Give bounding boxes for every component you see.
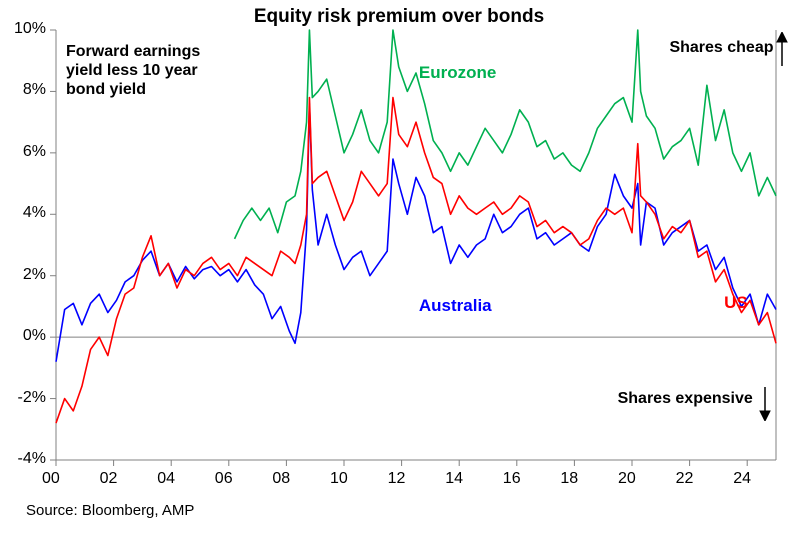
xtick-label: 02 [100, 470, 118, 488]
xtick-label: 12 [388, 470, 406, 488]
ytick-label: -4% [0, 450, 46, 468]
series-us-line [56, 98, 776, 424]
series-label-australia: Australia [419, 296, 492, 316]
xtick-label: 08 [272, 470, 290, 488]
ytick-label: -2% [0, 389, 46, 407]
xtick-label: 04 [157, 470, 175, 488]
ytick-label: 6% [0, 143, 46, 161]
xtick-label: 06 [215, 470, 233, 488]
series-eurozone-line [235, 30, 776, 239]
xtick-label: 10 [330, 470, 348, 488]
xtick-label: 00 [42, 470, 60, 488]
xtick-label: 14 [445, 470, 463, 488]
xtick-label: 18 [560, 470, 578, 488]
ytick-label: 0% [0, 327, 46, 345]
arrow-up-icon [775, 32, 789, 68]
source-text: Source: Bloomberg, AMP [26, 502, 194, 519]
series-label-us: US [724, 293, 748, 313]
chart-subnote: Forward earningsyield less 10 yearbond y… [66, 42, 200, 100]
ytick-label: 4% [0, 204, 46, 222]
annotation-expensive-text: Shares expensive [618, 390, 753, 407]
xtick-label: 20 [618, 470, 636, 488]
ytick-label: 10% [0, 20, 46, 38]
ytick-label: 8% [0, 81, 46, 99]
annotation-expensive: Shares expensive [618, 389, 753, 408]
ytick-label: 2% [0, 266, 46, 284]
series-label-eurozone: Eurozone [419, 63, 496, 83]
arrow-down-icon [758, 385, 772, 421]
xtick-label: 16 [503, 470, 521, 488]
annotation-cheap-text: Shares cheap [669, 39, 773, 56]
annotation-cheap: Shares cheap [669, 38, 773, 57]
xtick-label: 24 [733, 470, 751, 488]
xtick-label: 22 [676, 470, 694, 488]
